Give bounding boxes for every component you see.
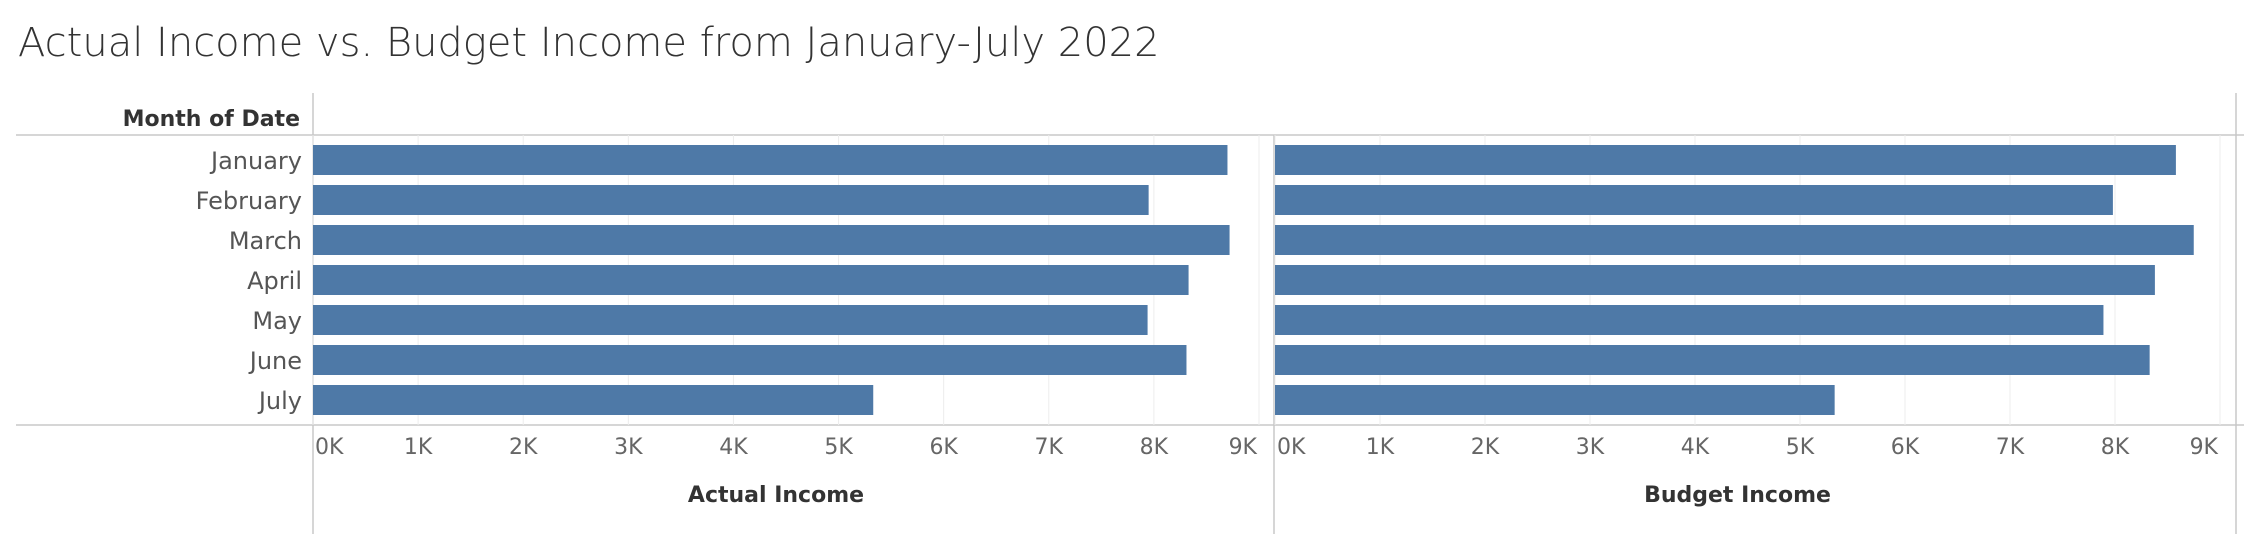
tick-label: 5K	[1786, 435, 1815, 460]
tick-label: 8K	[2101, 435, 2130, 460]
axis-title-actual-income: Actual Income	[688, 483, 864, 508]
category-label: March	[229, 227, 302, 255]
category-label: January	[209, 147, 302, 175]
bar-budget-income-january[interactable]	[1275, 145, 2176, 175]
tick-label: 1K	[1366, 435, 1395, 460]
tick-label: 0K	[1277, 435, 1306, 460]
tick-label: 2K	[1471, 435, 1500, 460]
tick-label: 7K	[1996, 435, 2025, 460]
tick-label: 6K	[929, 435, 958, 460]
category-label: July	[257, 387, 302, 415]
bar-budget-income-june[interactable]	[1275, 345, 2150, 375]
bar-budget-income-may[interactable]	[1275, 305, 2104, 335]
bar-actual-income-may[interactable]	[313, 305, 1148, 335]
bar-budget-income-july[interactable]	[1275, 385, 1835, 415]
category-label: February	[196, 187, 302, 215]
category-labels: January February March April May June July	[196, 147, 302, 415]
bar-actual-income-march[interactable]	[313, 225, 1230, 255]
tick-label: 4K	[719, 435, 748, 460]
tick-label: 5K	[824, 435, 853, 460]
tick-label: 9K	[2190, 435, 2219, 460]
tick-label: 7K	[1035, 435, 1064, 460]
axis-title-budget-income: Budget Income	[1644, 483, 1831, 508]
bar-actual-income-june[interactable]	[313, 345, 1187, 375]
category-label: April	[247, 267, 302, 295]
row-header-label: Month of Date	[123, 107, 300, 132]
category-label: May	[252, 307, 302, 335]
tick-label: 1K	[404, 435, 433, 460]
bar-budget-income-february[interactable]	[1275, 185, 2113, 215]
tick-label: 0K	[315, 435, 344, 460]
bar-actual-income-january[interactable]	[313, 145, 1228, 175]
tick-label: 2K	[509, 435, 538, 460]
tick-label: 6K	[1891, 435, 1920, 460]
bar-actual-income-february[interactable]	[313, 185, 1149, 215]
bar-actual-income-july[interactable]	[313, 385, 874, 415]
category-label: June	[248, 347, 302, 375]
tick-label: 3K	[614, 435, 643, 460]
tick-label: 3K	[1576, 435, 1605, 460]
bar-budget-income-march[interactable]	[1275, 225, 2194, 255]
bar-budget-income-april[interactable]	[1275, 265, 2155, 295]
axis-titles: Actual Income Budget Income	[688, 483, 1831, 508]
chart-title: Actual Income vs. Budget Income from Jan…	[18, 20, 1160, 66]
bars	[313, 145, 2194, 415]
tick-label: 9K	[1229, 435, 1258, 460]
tick-label: 4K	[1681, 435, 1710, 460]
tick-label: 8K	[1140, 435, 1169, 460]
bar-actual-income-april[interactable]	[313, 265, 1189, 295]
tick-labels: 0K 1K 2K 3K 4K 5K 6K 7K 8K 9K 0K 1K 2K 3K 4K 5K 6K 7K 8K 9K	[315, 435, 2219, 460]
